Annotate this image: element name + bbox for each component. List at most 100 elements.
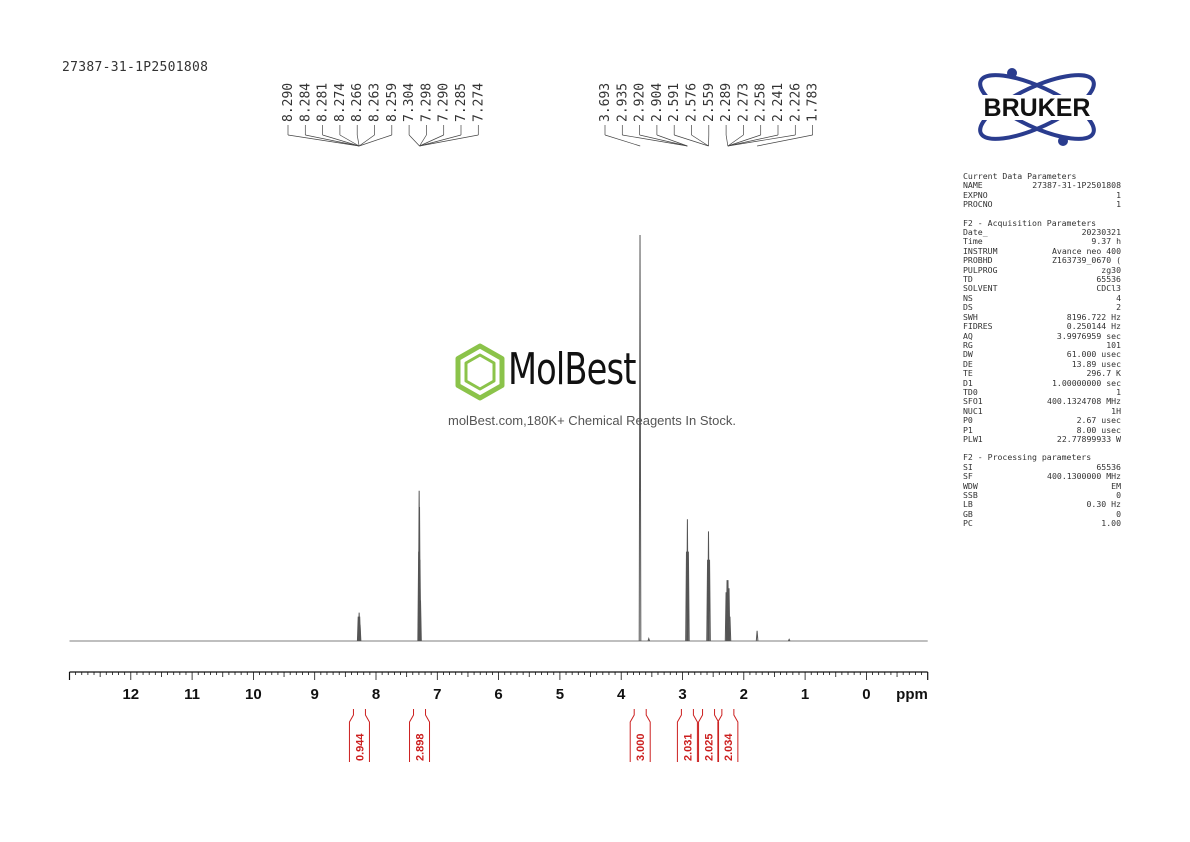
peak-shift-label: 2.591 bbox=[667, 83, 682, 122]
section-title: Current Data Parameters bbox=[963, 171, 1077, 181]
integral-value: 3.000 bbox=[635, 733, 647, 761]
param-row: PROBHD Z163739_0670 ( bbox=[963, 255, 1121, 266]
param-row: RG 101 bbox=[963, 339, 1121, 350]
param-key: PROBHD bbox=[963, 255, 993, 266]
tick-label: 8 bbox=[372, 686, 380, 703]
param-value: 101 bbox=[1106, 339, 1121, 350]
peak-shift-label: 8.266 bbox=[350, 83, 365, 122]
peak-label-connector bbox=[757, 134, 813, 147]
param-key: DW bbox=[963, 349, 973, 360]
tick-label: 3 bbox=[678, 686, 686, 703]
param-key: PULPROG bbox=[963, 264, 998, 275]
param-key: SWH bbox=[963, 311, 978, 322]
integral-bracket bbox=[714, 709, 720, 762]
peak-shift-label: 8.259 bbox=[385, 83, 400, 122]
peak-shift-label: 7.290 bbox=[437, 83, 452, 122]
tick-label: 5 bbox=[556, 686, 564, 703]
param-value: 1H bbox=[1111, 405, 1121, 416]
peak-label-connector bbox=[727, 134, 761, 147]
param-value: 27387-31-1P2501808 bbox=[1032, 180, 1121, 191]
param-value: 2 bbox=[1116, 302, 1121, 313]
param-key: SFO1 bbox=[963, 396, 983, 407]
param-value: 0 bbox=[1116, 508, 1121, 519]
param-row: PULPROG zg30 bbox=[963, 264, 1121, 275]
peak-shift-label: 7.298 bbox=[419, 83, 434, 122]
peak-label-connector bbox=[419, 134, 427, 147]
tick-label: 6 bbox=[494, 686, 502, 703]
param-key: PROCNO bbox=[963, 199, 993, 210]
param-value: 65536 bbox=[1096, 274, 1121, 285]
tick-label: 0 bbox=[862, 686, 870, 703]
param-key: EXPNO bbox=[963, 189, 988, 200]
param-value: 1 bbox=[1116, 386, 1121, 397]
param-key: GB bbox=[963, 508, 973, 519]
param-row: SF 400.1300000 MHz bbox=[963, 471, 1121, 481]
peak-shift-label: 2.920 bbox=[633, 83, 648, 122]
spectrum-peak bbox=[358, 624, 362, 642]
peak-label-connector bbox=[639, 134, 688, 147]
spectrum-peak bbox=[647, 636, 651, 642]
param-key: SI bbox=[963, 461, 973, 472]
param-value: zg30 bbox=[1101, 264, 1121, 275]
peak-shift-label: 7.285 bbox=[454, 83, 469, 122]
tick-label: 10 bbox=[245, 686, 262, 703]
param-key: TD0 bbox=[963, 386, 978, 397]
param-key: FIDRES bbox=[963, 321, 993, 332]
peak-label-connector bbox=[419, 134, 462, 147]
acquisition-section: F2 - Acquisition Parameters Date_ 2023032… bbox=[963, 218, 1121, 445]
param-row: NUC1 1H bbox=[963, 405, 1121, 416]
integral-value: 2.031 bbox=[682, 733, 694, 761]
param-value: 8196.722 Hz bbox=[1066, 311, 1121, 322]
param-value: 4 bbox=[1116, 292, 1121, 303]
param-key: NUC1 bbox=[963, 405, 983, 416]
param-row: DW 61.000 usec bbox=[963, 349, 1121, 360]
peak-shift-label: 2.904 bbox=[650, 83, 665, 122]
param-value: 8.00 usec bbox=[1076, 424, 1121, 435]
section-title: F2 - Processing parameters bbox=[963, 452, 1092, 463]
peak-shift-label: 1.783 bbox=[806, 83, 821, 122]
param-value: Z163739_0670 ( bbox=[1051, 255, 1121, 266]
param-value: 9.37 h bbox=[1091, 236, 1121, 247]
peak-label-connector bbox=[622, 134, 688, 147]
peak-shift-label: 7.274 bbox=[471, 83, 486, 122]
param-value: 0.250144 Hz bbox=[1066, 321, 1121, 332]
parameters-panel: Current Data Parameters NAME 27387-31-1P2… bbox=[963, 171, 1121, 538]
param-key: SSB bbox=[963, 490, 978, 500]
integral-bracket bbox=[645, 709, 651, 762]
param-key: Date_ bbox=[963, 227, 988, 238]
integral-bracket bbox=[717, 709, 723, 762]
param-value: 20230321 bbox=[1081, 227, 1121, 238]
benzene-logo-icon bbox=[455, 343, 505, 401]
integral-value: 2.034 bbox=[723, 733, 735, 761]
param-row: Date_ 20230321 bbox=[963, 227, 1121, 238]
peak-label-connector bbox=[305, 134, 360, 147]
param-value: EM bbox=[1111, 480, 1121, 491]
param-key: DS bbox=[963, 302, 973, 313]
peak-shift-label: 2.226 bbox=[788, 83, 803, 122]
tick-label: 1 bbox=[801, 686, 809, 703]
peak-shift-label: 8.290 bbox=[281, 83, 296, 122]
param-row: DS 2 bbox=[963, 302, 1121, 313]
spectrum-peak bbox=[419, 600, 422, 642]
tick-label: 12 bbox=[122, 686, 139, 703]
integral-bracket bbox=[409, 709, 415, 762]
param-key: NS bbox=[963, 292, 973, 303]
param-row: LB 0.30 Hz bbox=[963, 499, 1121, 509]
tick-label: 2 bbox=[740, 686, 748, 703]
param-key: P1 bbox=[963, 424, 973, 435]
current-data-section: Current Data Parameters NAME 27387-31-1P2… bbox=[963, 171, 1121, 210]
peak-shift-label: 8.263 bbox=[368, 83, 383, 122]
integral-value: 2.025 bbox=[704, 733, 716, 761]
param-row: GB 0 bbox=[963, 508, 1121, 519]
peak-shift-label: 8.274 bbox=[333, 83, 348, 122]
processing-section: F2 - Processing parameters SI 65536 SF 400.… bbox=[963, 452, 1121, 528]
param-row: PLW1 22.77899933 W bbox=[963, 434, 1121, 444]
peak-shift-label: 7.304 bbox=[402, 83, 417, 122]
param-row: WDW EM bbox=[963, 480, 1121, 491]
peak-label-connector bbox=[419, 134, 444, 147]
integral-value: 2.898 bbox=[415, 733, 427, 761]
peak-shift-label: 2.258 bbox=[754, 83, 769, 122]
param-row: PC 1.00 bbox=[963, 518, 1121, 528]
param-row: NAME 27387-31-1P2501808 bbox=[963, 180, 1121, 191]
